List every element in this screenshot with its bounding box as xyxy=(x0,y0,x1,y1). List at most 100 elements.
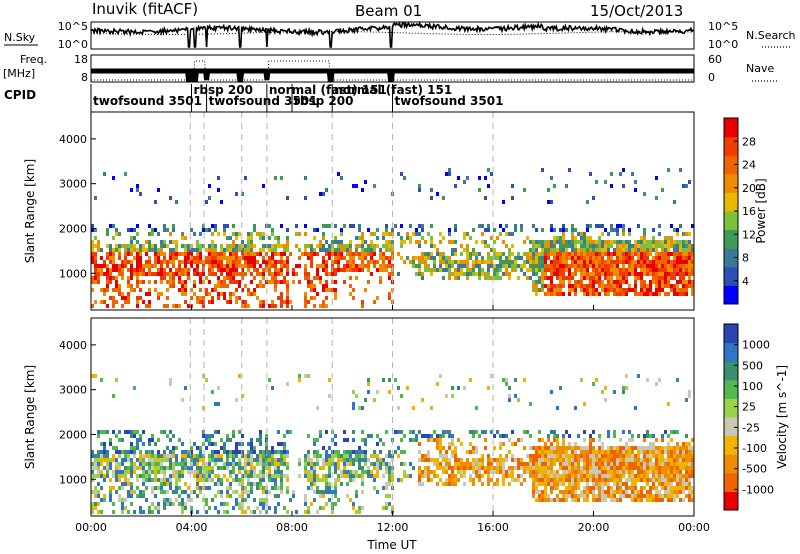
echo-cell xyxy=(685,494,688,498)
echo-cell xyxy=(286,430,289,434)
echo-cell xyxy=(322,474,325,478)
echo-cell xyxy=(637,466,640,470)
echo-cell xyxy=(223,264,226,268)
echo-cell xyxy=(205,292,208,296)
echo-cell xyxy=(256,252,259,256)
echo-cell xyxy=(133,386,136,390)
echo-cell xyxy=(658,498,661,502)
echo-cell xyxy=(571,284,574,288)
echo-cell xyxy=(535,474,538,478)
echo-cell xyxy=(628,446,631,450)
echo-cell xyxy=(451,394,454,398)
echo-cell xyxy=(610,256,613,260)
echo-cell xyxy=(658,482,661,486)
echo-cell xyxy=(583,446,586,450)
echo-cell xyxy=(352,288,355,292)
echo-cell xyxy=(451,474,454,478)
echo-cell xyxy=(667,494,670,498)
echo-cell xyxy=(661,486,664,490)
echo-cell xyxy=(232,434,235,438)
echo-cell xyxy=(448,458,451,462)
echo-cell xyxy=(541,482,544,486)
echo-cell xyxy=(616,240,619,244)
echo-cell xyxy=(631,470,634,474)
echo-cell xyxy=(640,276,643,280)
echo-cell xyxy=(688,394,691,398)
echo-cell xyxy=(202,462,205,466)
echo-cell xyxy=(115,474,118,478)
colorbar-tick-label: 28 xyxy=(742,135,756,148)
echo-cell xyxy=(409,260,412,264)
echo-cell xyxy=(163,474,166,478)
echo-cell xyxy=(373,248,376,252)
echo-cell xyxy=(418,256,421,260)
echo-cell xyxy=(583,458,586,462)
echo-cell xyxy=(451,264,454,268)
echo-cell xyxy=(643,434,646,438)
echo-cell xyxy=(646,430,649,434)
echo-cell xyxy=(241,434,244,438)
echo-cell xyxy=(232,232,235,236)
echo-cell xyxy=(115,228,118,232)
echo-cell xyxy=(463,462,466,466)
echo-cell xyxy=(187,252,190,256)
echo-cell xyxy=(361,478,364,482)
echo-cell xyxy=(586,490,589,494)
echo-cell xyxy=(103,292,106,296)
echo-cell xyxy=(688,390,691,394)
echo-cell xyxy=(115,276,118,280)
echo-cell xyxy=(340,176,343,180)
echo-cell xyxy=(328,394,331,398)
echo-cell xyxy=(643,280,646,284)
echo-cell xyxy=(178,280,181,284)
echo-cell xyxy=(199,248,202,252)
echo-cell xyxy=(586,288,589,292)
echo-cell xyxy=(439,450,442,454)
echo-cell xyxy=(325,272,328,276)
echo-cell xyxy=(538,280,541,284)
echo-cell xyxy=(310,264,313,268)
echo-cell xyxy=(430,188,433,192)
echo-cell xyxy=(691,494,694,498)
echo-cell xyxy=(244,490,247,494)
echo-cell xyxy=(112,264,115,268)
echo-cell xyxy=(637,454,640,458)
echo-cell xyxy=(112,474,115,478)
echo-cell xyxy=(493,248,496,252)
echo-cell xyxy=(118,244,121,248)
echo-cell xyxy=(109,462,112,466)
echo-cell xyxy=(175,462,178,466)
echo-cell xyxy=(673,458,676,462)
echo-cell xyxy=(247,244,250,248)
echo-cell xyxy=(352,462,355,466)
echo-cell xyxy=(355,276,358,280)
echo-cell xyxy=(688,462,691,466)
echo-cell xyxy=(184,244,187,248)
echo-cell xyxy=(586,466,589,470)
echo-cell xyxy=(574,260,577,264)
echo-cell xyxy=(667,458,670,462)
echo-cell xyxy=(337,248,340,252)
echo-cell xyxy=(574,264,577,268)
echo-cell xyxy=(682,240,685,244)
echo-cell xyxy=(100,486,103,490)
echo-cell xyxy=(169,260,172,264)
echo-cell xyxy=(262,276,265,280)
echo-cell xyxy=(616,268,619,272)
echo-cell xyxy=(376,470,379,474)
echo-cell xyxy=(154,264,157,268)
echo-cell xyxy=(529,276,532,280)
echo-cell xyxy=(649,462,652,466)
echo-cell xyxy=(613,434,616,438)
echo-cell xyxy=(652,486,655,490)
echo-cell xyxy=(691,292,694,296)
echo-cell xyxy=(427,268,430,272)
echo-cell xyxy=(259,510,262,514)
echo-cell xyxy=(298,248,301,252)
echo-cell xyxy=(205,478,208,482)
echo-cell xyxy=(439,454,442,458)
echo-cell xyxy=(634,498,637,502)
echo-cell xyxy=(364,252,367,256)
echo-cell xyxy=(355,470,358,474)
echo-cell xyxy=(382,232,385,236)
